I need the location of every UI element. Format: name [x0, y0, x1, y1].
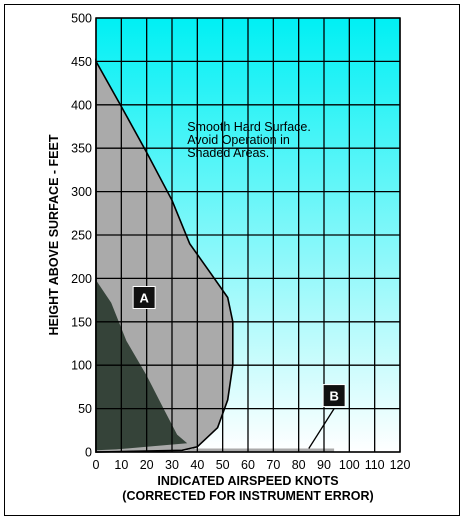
y-tick-label: 300: [71, 185, 92, 199]
chart-annotation: Smooth Hard Surface. Avoid Operation in …: [187, 120, 311, 160]
x-tick-label: 90: [317, 458, 331, 472]
x-tick-label: 50: [216, 458, 230, 472]
annotation-line: Shaded Areas.: [187, 146, 269, 160]
x-tick-label: 100: [339, 458, 360, 472]
x-tick-label: 80: [292, 458, 306, 472]
region-label-badge: [132, 285, 156, 309]
x-axis-sublabel: (CORRECTED FOR INSTRUMENT ERROR): [122, 489, 373, 503]
x-tick-label: 0: [93, 458, 100, 472]
x-tick-label: 20: [140, 458, 154, 472]
region-label: B: [329, 389, 338, 404]
shaded-region-b: [182, 448, 335, 452]
region-label-badge: [322, 384, 346, 408]
annotation-line: Smooth Hard Surface.: [187, 120, 311, 134]
y-tick-label: 450: [71, 55, 92, 69]
x-tick-label: 30: [165, 458, 179, 472]
plot-border: [95, 17, 401, 453]
region-label: A: [139, 290, 149, 305]
chart-frame: [4, 4, 460, 516]
y-tick-label: 500: [71, 12, 92, 26]
x-tick-label: 40: [190, 458, 204, 472]
y-tick-label: 250: [71, 229, 92, 243]
leader-line: [308, 408, 335, 449]
y-tick-label: 200: [71, 272, 92, 286]
y-tick-label: 100: [71, 359, 92, 373]
y-tick-label: 0: [85, 446, 92, 460]
x-tick-label: 70: [266, 458, 280, 472]
x-tick-label: 10: [114, 458, 128, 472]
y-tick-label: 150: [71, 315, 92, 329]
x-tick-label: 110: [365, 458, 385, 472]
shaded-region-critical: [96, 280, 188, 451]
y-axis-label: HEIGHT ABOVE SURFACE - FEET: [47, 134, 61, 335]
annotation-line: Avoid Operation in: [187, 133, 290, 147]
y-tick-label: 350: [71, 142, 92, 156]
x-tick-label: 60: [241, 458, 255, 472]
y-tick-label: 50: [78, 402, 92, 416]
y-tick-label: 400: [71, 98, 92, 112]
x-axis-label: INDICATED AIRSPEED KNOTS: [157, 474, 338, 488]
x-tick-label: 120: [390, 458, 411, 472]
